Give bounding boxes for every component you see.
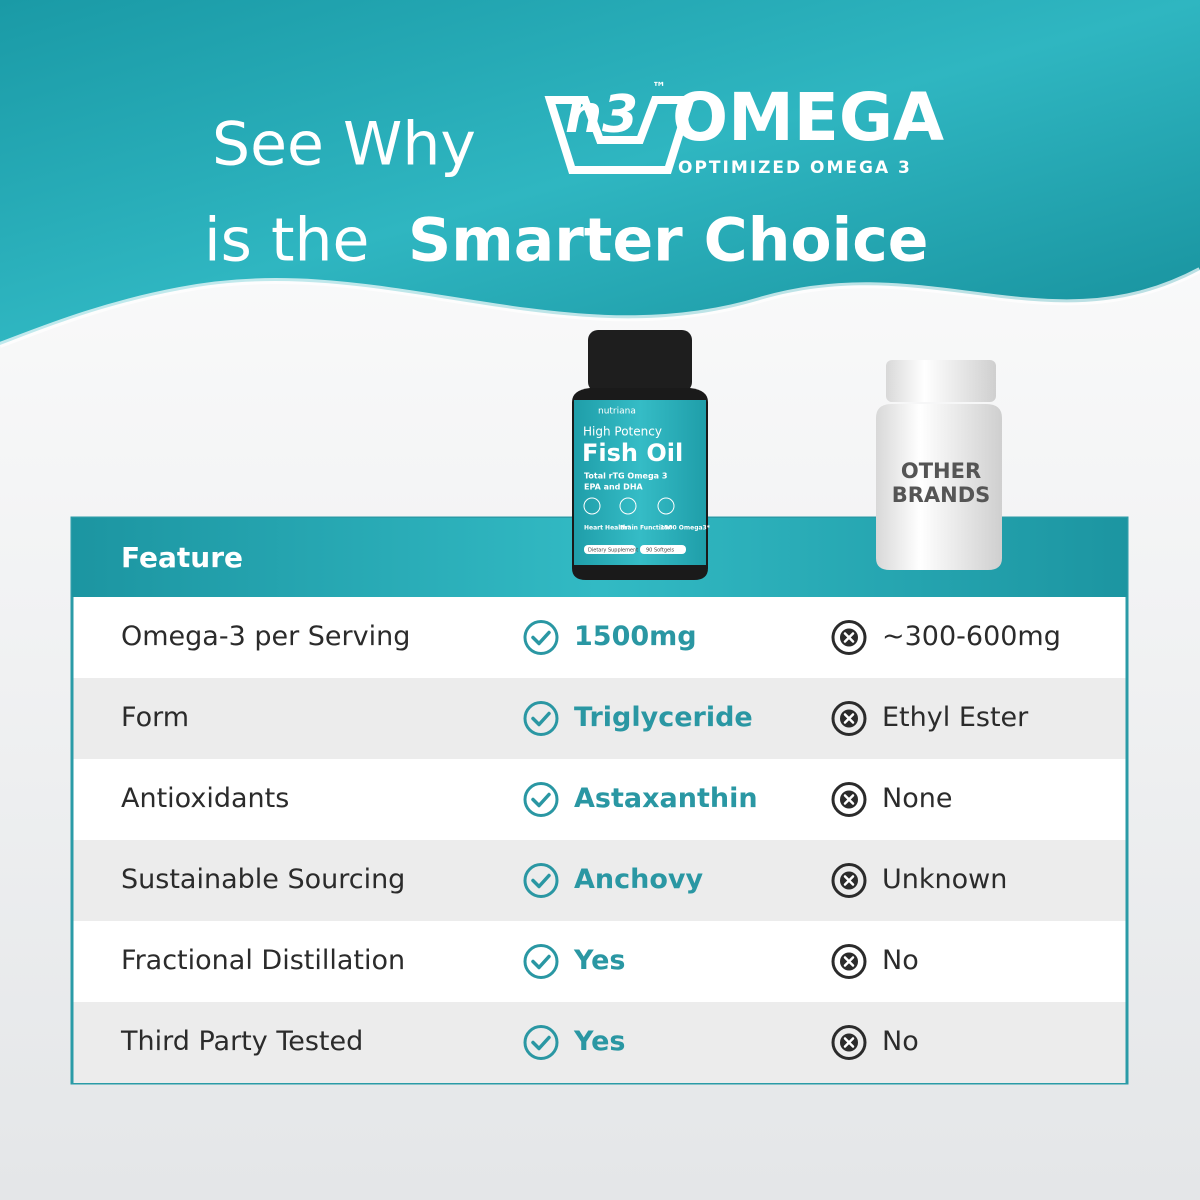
logo-mark: n3 — [565, 85, 638, 145]
x-icon — [843, 875, 855, 886]
table-row — [73, 759, 1126, 840]
check-icon — [523, 701, 559, 736]
x-icon — [843, 713, 855, 724]
table-row — [73, 678, 1126, 759]
check-icon — [531, 873, 551, 889]
other-value: ~300-600mg — [882, 621, 1061, 652]
our-value: Triglyceride — [574, 702, 753, 733]
feature-label: Form — [121, 702, 189, 733]
product-benefit: Heart Health* — [584, 525, 631, 532]
other-label: BRANDS — [892, 483, 991, 507]
icon — [657, 497, 675, 515]
badge — [584, 545, 636, 554]
check-icon — [523, 1025, 559, 1060]
product-benefit: Brain Function* — [620, 525, 673, 532]
x-icon — [843, 1037, 855, 1048]
product-bottle: nutriana High Potency Fish Oil Total rTG… — [572, 330, 711, 580]
wave-edge — [0, 267, 1200, 348]
check-icon — [531, 954, 551, 970]
check-icon — [531, 630, 551, 646]
white-cap — [886, 360, 996, 402]
table-row — [73, 921, 1126, 1002]
feature-label: Fractional Distillation — [121, 945, 405, 976]
other-value: Ethyl Ester — [882, 702, 1029, 733]
x-icon — [843, 956, 855, 967]
check-icon — [523, 863, 559, 898]
x-icon — [831, 1025, 867, 1060]
table-row — [73, 597, 1126, 678]
other-bottle: OTHER BRANDS — [876, 360, 1002, 570]
feature-label: Third Party Tested — [120, 1026, 363, 1057]
other-value: No — [882, 945, 919, 976]
product-benefit: 1500 Omega3* — [660, 525, 711, 532]
headline-lead: See Why — [212, 110, 476, 180]
logo-tm: ™ — [652, 80, 666, 96]
feature-label: Omega-3 per Serving — [121, 621, 410, 652]
bottle-label — [574, 400, 706, 565]
table-row — [73, 1002, 1126, 1083]
logo-word: OMEGA — [672, 79, 944, 156]
product-footer: 90 Softgels — [646, 548, 674, 554]
product-line1: Total rTG Omega 3 — [584, 472, 667, 481]
x-icon — [831, 782, 867, 817]
check-icon — [531, 792, 551, 808]
x-icon — [843, 794, 855, 805]
other-label: OTHER — [901, 459, 981, 483]
product-footer: Dietary Supplement — [588, 548, 638, 554]
x-icon — [831, 620, 867, 655]
table-header: Feature — [121, 541, 243, 574]
our-value: Astaxanthin — [574, 783, 758, 814]
feature-label: Sustainable Sourcing — [121, 864, 405, 895]
badge — [640, 545, 686, 554]
white-body — [876, 404, 1002, 570]
headline-regular: is the — [204, 206, 369, 276]
x-icon — [843, 632, 855, 643]
x-icon — [831, 863, 867, 898]
check-icon — [523, 782, 559, 817]
table-rows: Omega-3 per Serving 1500mg ~300-600mg Form T… — [73, 597, 1126, 1083]
logo: n3 ™ OMEGA OPTIMIZED OMEGA 3 — [544, 79, 944, 178]
icon — [619, 497, 637, 515]
check-icon — [531, 1035, 551, 1051]
icon — [583, 497, 601, 515]
our-value: Yes — [573, 945, 625, 976]
our-value: Anchovy — [574, 864, 703, 895]
other-value: None — [882, 783, 952, 814]
headline-bold: Smarter Choice — [408, 206, 928, 276]
logo-tagline: OPTIMIZED OMEGA 3 — [678, 158, 912, 178]
product-potency: High Potency — [583, 425, 662, 439]
table-row — [73, 840, 1126, 921]
x-icon — [831, 944, 867, 979]
check-icon — [531, 711, 551, 727]
feature-label: Antioxidants — [121, 783, 289, 814]
logo-crown — [544, 96, 696, 174]
x-icon — [831, 701, 867, 736]
our-value: 1500mg — [574, 621, 697, 652]
check-icon — [523, 944, 559, 979]
bottle-cap — [588, 330, 692, 392]
product-name: Fish Oil — [582, 439, 683, 467]
product-brand: nutriana — [598, 407, 636, 417]
other-value: Unknown — [882, 864, 1007, 895]
product-line2: EPA and DHA — [584, 483, 644, 492]
check-icon — [523, 620, 559, 655]
other-value: No — [882, 1026, 919, 1057]
our-value: Yes — [573, 1026, 625, 1057]
